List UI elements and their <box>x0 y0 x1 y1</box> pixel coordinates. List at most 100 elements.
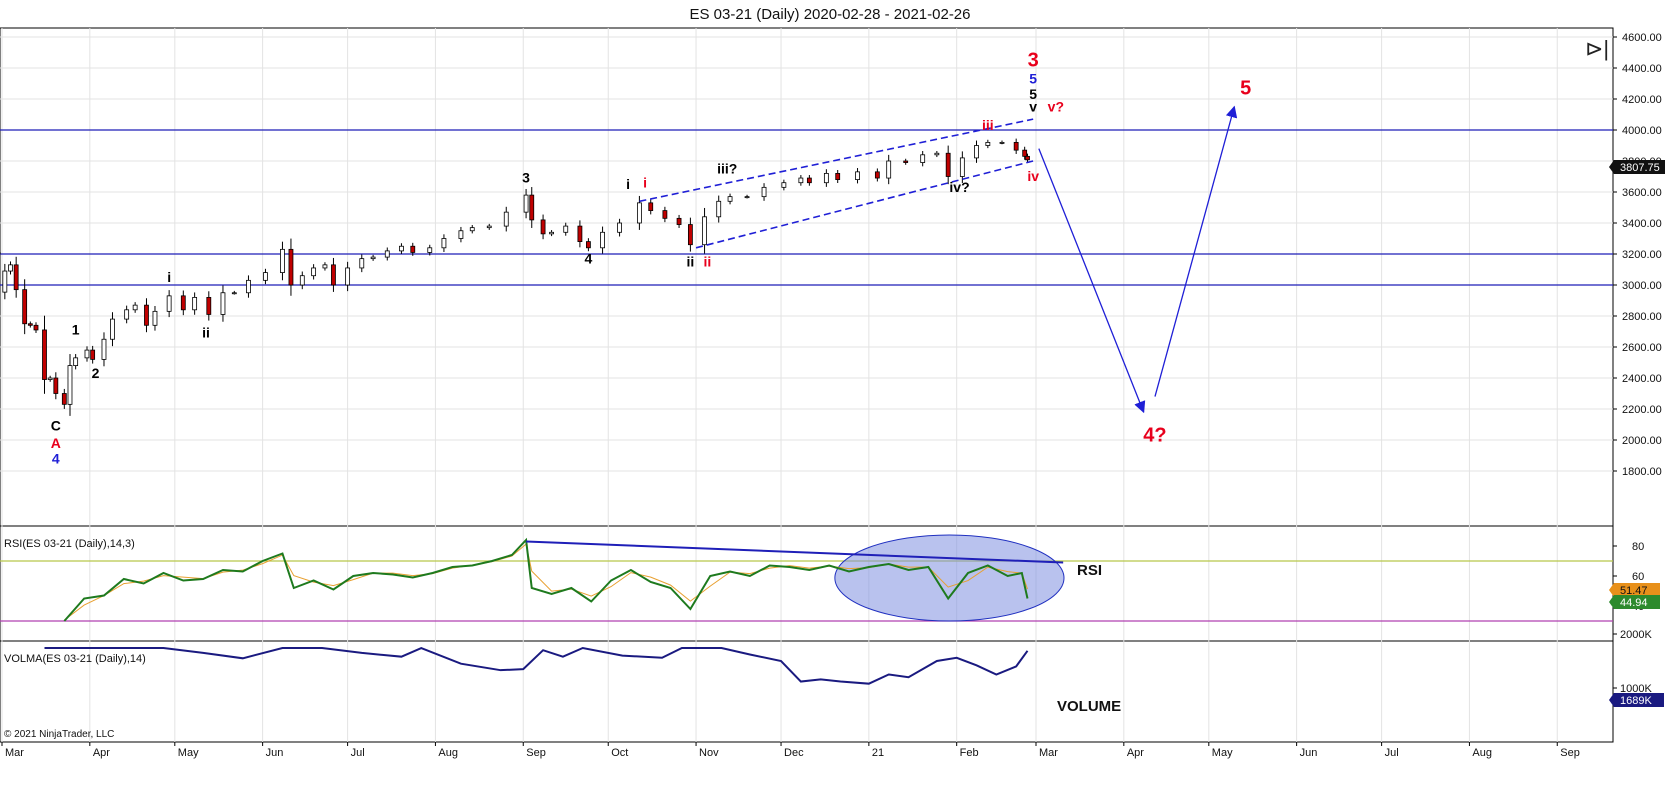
wave-label: iv? <box>949 179 969 195</box>
candle-body <box>529 194 535 221</box>
candle-body <box>835 172 841 180</box>
x-tick-label: Sep <box>1560 747 1580 759</box>
x-tick-label: May <box>178 747 199 759</box>
wave-label: ii <box>686 253 694 269</box>
candle-body <box>110 318 115 340</box>
candle-body <box>280 248 285 274</box>
wave-label: C <box>51 418 61 434</box>
candle-body <box>523 194 529 213</box>
projection-arrow <box>1038 148 1146 414</box>
rsi-line <box>63 537 1029 622</box>
price-tick-label: 4400.00 <box>1622 63 1662 75</box>
candle-body <box>144 304 149 326</box>
x-tick-label: Jul <box>351 747 365 759</box>
wave-label: 4? <box>1143 425 1166 447</box>
trend-line <box>695 160 1034 249</box>
rsi-panel-label: RSI(ES 03-21 (Daily),14,3) <box>4 538 135 550</box>
candle-body <box>192 296 198 311</box>
x-tick-label: Oct <box>611 747 628 759</box>
volume-panel <box>0 640 1614 743</box>
wave-label: i <box>643 174 647 190</box>
candle-body <box>359 258 365 269</box>
candle-body <box>132 304 138 311</box>
last-price-label: 3807.75 <box>1620 162 1660 174</box>
candle-body <box>22 289 28 325</box>
rsi-panel <box>0 525 1614 642</box>
wave-label: v <box>1029 98 1037 114</box>
candle-body <box>47 377 53 380</box>
price-tick-label: 1800.00 <box>1622 466 1662 478</box>
candle-body <box>33 324 39 331</box>
price-levels <box>0 129 1613 286</box>
volume-tick-label: 2000K <box>1620 629 1652 641</box>
candle-body <box>1025 155 1030 161</box>
volume-tick-label: 1000K <box>1620 683 1652 695</box>
candle-body <box>549 231 554 235</box>
last-price-tag: 3807.75 <box>1609 160 1665 174</box>
candle-body <box>744 196 750 199</box>
candle-body <box>600 231 605 249</box>
candle-body <box>974 145 979 159</box>
candle-body <box>13 264 19 291</box>
x-tick-label: Dec <box>784 747 804 759</box>
candle-body <box>61 393 67 405</box>
x-tick-label: Jun <box>1300 747 1318 759</box>
candle-body <box>8 264 13 272</box>
ninjatrader-logo: ⊳| <box>1585 36 1609 61</box>
wave-label: 3 <box>522 170 530 186</box>
candle-body <box>263 272 268 281</box>
candle-body <box>503 211 509 227</box>
wave-label: 4 <box>52 450 60 466</box>
wave-label: iii? <box>717 160 737 176</box>
candle-body <box>90 349 96 360</box>
wave-label: A <box>51 435 61 451</box>
candle-body <box>384 250 390 258</box>
candle-body <box>27 323 33 326</box>
candle-body <box>577 225 583 243</box>
candle-body <box>586 241 591 249</box>
price-tick-label: 2200.00 <box>1622 404 1662 416</box>
candle-body <box>299 275 305 286</box>
price-tick-label: 3400.00 <box>1622 218 1662 230</box>
candle-body <box>458 230 464 239</box>
candle-body <box>67 365 73 405</box>
wave-label: ii <box>202 325 210 341</box>
rsi-value-tag: 51.47 <box>1609 583 1660 597</box>
candle-body <box>716 200 722 218</box>
trend-lines <box>639 118 1034 249</box>
candle-body <box>53 377 59 394</box>
projection-arrows <box>1038 105 1238 414</box>
rsi-tick-label: 80 <box>1632 541 1644 553</box>
x-tick-label: Apr <box>1127 747 1144 759</box>
x-tick-label: Sep <box>526 747 546 759</box>
chart-title: ES 03-21 (Daily) 2020-02-28 - 2021-02-26 <box>690 6 971 23</box>
wave-label: 3 <box>1028 49 1039 71</box>
candle-body <box>42 329 47 380</box>
candle-body <box>563 225 569 233</box>
candle-body <box>206 296 212 315</box>
wave-label: iv <box>1027 168 1039 184</box>
wave-label: iii <box>982 117 994 133</box>
rsi-highlight-ellipse <box>834 534 1065 622</box>
volume-line <box>44 646 1029 685</box>
candle-body <box>73 357 79 367</box>
rsi-avg-tag: 44.94 <box>1609 595 1660 609</box>
rsi-indicator: 806040 <box>0 534 1644 622</box>
candle-body <box>886 160 892 179</box>
x-tick-label: Jul <box>1385 747 1399 759</box>
candle-body <box>399 245 404 252</box>
trend-line <box>639 118 1034 203</box>
price-candles <box>2 138 1030 416</box>
x-tick-label: Mar <box>5 747 24 759</box>
price-tick-label: 3000.00 <box>1622 280 1662 292</box>
candle-body <box>781 182 787 188</box>
candle-body <box>823 172 829 184</box>
x-tick-label: 21 <box>872 747 884 759</box>
wave-label: 5 <box>1029 71 1037 87</box>
candle-body <box>959 157 965 177</box>
price-tick-label: 3200.00 <box>1622 249 1662 261</box>
candle-body <box>1022 149 1028 157</box>
candle-body <box>441 238 447 249</box>
candle-body <box>311 267 317 277</box>
price-tick-label: 4600.00 <box>1622 32 1662 44</box>
